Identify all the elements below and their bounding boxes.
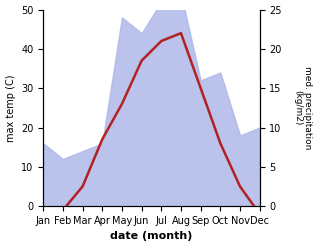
Y-axis label: max temp (C): max temp (C) (5, 74, 16, 142)
Y-axis label: med. precipitation
(kg/m2): med. precipitation (kg/m2) (293, 66, 313, 149)
X-axis label: date (month): date (month) (110, 231, 193, 242)
